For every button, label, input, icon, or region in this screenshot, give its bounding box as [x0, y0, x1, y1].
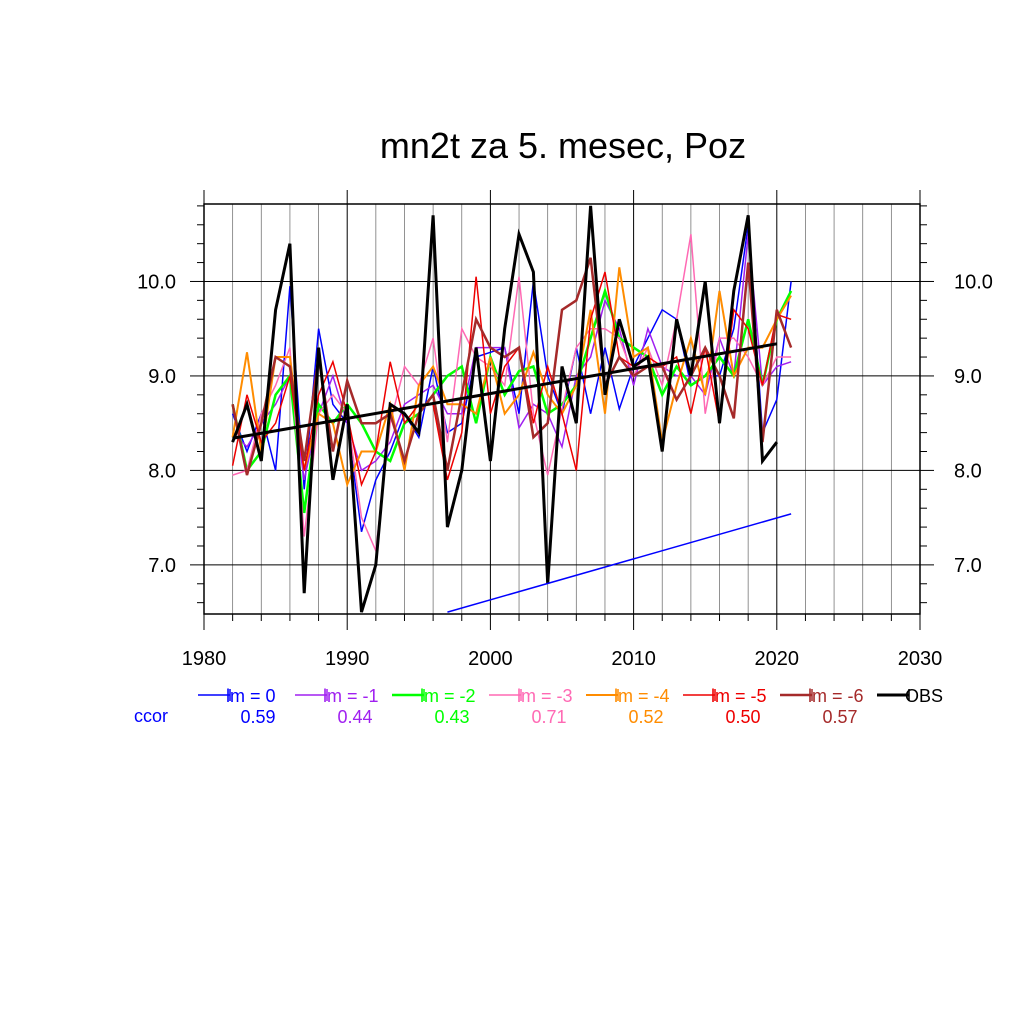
ccor-value: 0.50: [725, 707, 760, 727]
x-tick-label: 1990: [325, 648, 370, 670]
legend-label: lm = -6: [808, 686, 864, 706]
ccor-value: 0.52: [628, 707, 663, 727]
legend-item: lm = -60.57: [780, 686, 864, 727]
y-tick-label: 9.0: [148, 366, 176, 388]
legend-item: lm = -50.50: [683, 686, 767, 727]
chart-title: mn2t za 5. mesec, Poz: [380, 125, 746, 166]
ccor-value: 0.59: [240, 707, 275, 727]
legend-label: lm = -2: [420, 686, 476, 706]
legend-label: OBS: [905, 686, 943, 706]
legend-label: lm = -4: [614, 686, 670, 706]
series-line-1: [232, 234, 792, 481]
series-line-5: [231, 271, 792, 488]
trend-line-1: [447, 513, 792, 613]
y-tick-label-right: 8.0: [954, 460, 982, 482]
x-tick-label: 2020: [755, 648, 800, 670]
series-group: [231, 205, 793, 613]
legend-item: lm = -10.44: [295, 686, 379, 727]
y-tick-label-right: 9.0: [954, 366, 982, 388]
x-tick-label: 2030: [898, 648, 943, 670]
x-tick-label: 2000: [468, 648, 513, 670]
ccor-value: 0.43: [434, 707, 469, 727]
legend-item: lm = -30.71: [489, 686, 573, 727]
legend-item: lm = -40.52: [586, 686, 670, 727]
plot-frame: [203, 203, 921, 615]
legend-item: lm = -20.43: [392, 686, 476, 727]
y-tick-label: 7.0: [148, 555, 176, 577]
legend-item: lm = 00.59: [198, 686, 276, 727]
legend-item: OBS: [877, 686, 943, 706]
series-line-7: [231, 205, 778, 613]
ccor-value: 0.71: [531, 707, 566, 727]
ccor-value: 0.57: [822, 707, 857, 727]
plot-area: [231, 205, 793, 613]
ccor-label: ccor: [134, 706, 168, 726]
axis-ticks: 1980 1990 2000 2010 2020 2030 7.0 7.0 8.0 8.0 9.0 9…: [137, 190, 993, 670]
trend-line-0: [232, 342, 778, 440]
legend-label: lm = -3: [517, 686, 573, 706]
y-tick-label: 8.0: [148, 460, 176, 482]
ccor-value: 0.44: [337, 707, 372, 727]
x-tick-label: 2010: [611, 648, 656, 670]
legend-label: lm = -1: [323, 686, 379, 706]
legend-label: lm = 0: [226, 686, 276, 706]
y-tick-label-right: 7.0: [954, 555, 982, 577]
y-tick-label: 10.0: [137, 271, 176, 293]
x-tick-label: 1980: [182, 648, 227, 670]
y-tick-label-right: 10.0: [954, 271, 993, 293]
legend-label: lm = -5: [711, 686, 767, 706]
